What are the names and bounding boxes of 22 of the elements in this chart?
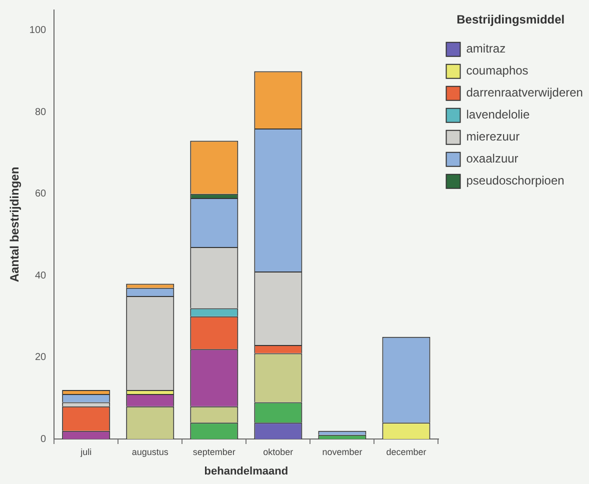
x-tick-label: augustus — [132, 446, 169, 457]
legend-title: Bestrijdingsmiddel — [456, 12, 565, 26]
x-axis-title: behandelmaand — [204, 465, 288, 478]
legend-label: oxaalzuur — [466, 152, 518, 166]
y-tick-label: 100 — [29, 25, 47, 36]
legend-label: pseudoschorpioen — [466, 174, 564, 188]
y-axis-title: Aantal bestrijdingen — [8, 166, 22, 282]
y-tick-label: 60 — [34, 188, 47, 200]
legend-label: darrenraatverwijderen — [466, 86, 583, 100]
legend-label: mierezuur — [466, 130, 520, 144]
y-tick-label: 40 — [34, 270, 47, 282]
y-tick-label: 20 — [34, 352, 47, 364]
x-tick-label: december — [386, 446, 426, 457]
x-tick-label: oktober — [263, 446, 294, 457]
legend-label: lavendelolie — [466, 108, 530, 122]
x-tick-label: september — [192, 446, 236, 457]
legend-label: amitraz — [466, 42, 506, 56]
x-tick-label: november — [322, 446, 362, 457]
y-tick-label: 80 — [34, 106, 47, 118]
x-tick-label: juli — [80, 446, 92, 457]
legend-label: coumaphos — [466, 64, 528, 78]
y-tick-label: 0 — [40, 434, 47, 445]
